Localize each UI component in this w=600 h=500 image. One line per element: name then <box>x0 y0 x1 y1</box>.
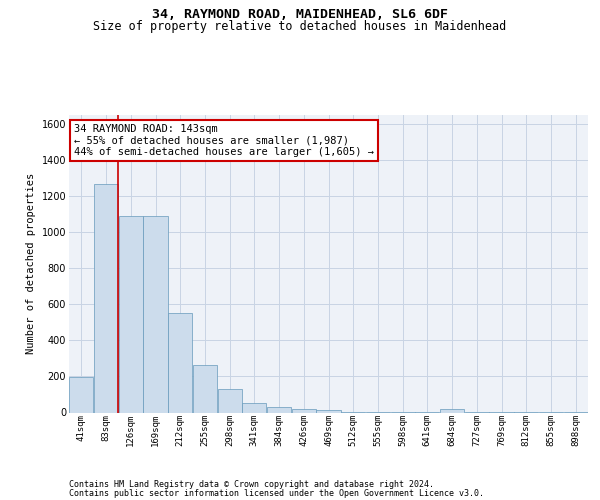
Bar <box>218 389 242 412</box>
Bar <box>119 216 143 412</box>
Bar <box>69 378 94 412</box>
Text: Size of property relative to detached houses in Maidenhead: Size of property relative to detached ho… <box>94 20 506 33</box>
Bar <box>292 410 316 412</box>
Bar <box>316 410 341 412</box>
Text: Contains HM Land Registry data © Crown copyright and database right 2024.: Contains HM Land Registry data © Crown c… <box>69 480 434 489</box>
Bar <box>168 314 193 412</box>
Bar <box>143 216 167 412</box>
Bar <box>440 409 464 412</box>
Text: 34 RAYMOND ROAD: 143sqm
← 55% of detached houses are smaller (1,987)
44% of semi: 34 RAYMOND ROAD: 143sqm ← 55% of detache… <box>74 124 374 157</box>
Bar <box>94 184 118 412</box>
Text: 34, RAYMOND ROAD, MAIDENHEAD, SL6 6DF: 34, RAYMOND ROAD, MAIDENHEAD, SL6 6DF <box>152 8 448 20</box>
Bar <box>242 402 266 412</box>
Y-axis label: Number of detached properties: Number of detached properties <box>26 173 36 354</box>
Text: Contains public sector information licensed under the Open Government Licence v3: Contains public sector information licen… <box>69 489 484 498</box>
Bar <box>267 407 291 412</box>
Bar <box>193 364 217 412</box>
